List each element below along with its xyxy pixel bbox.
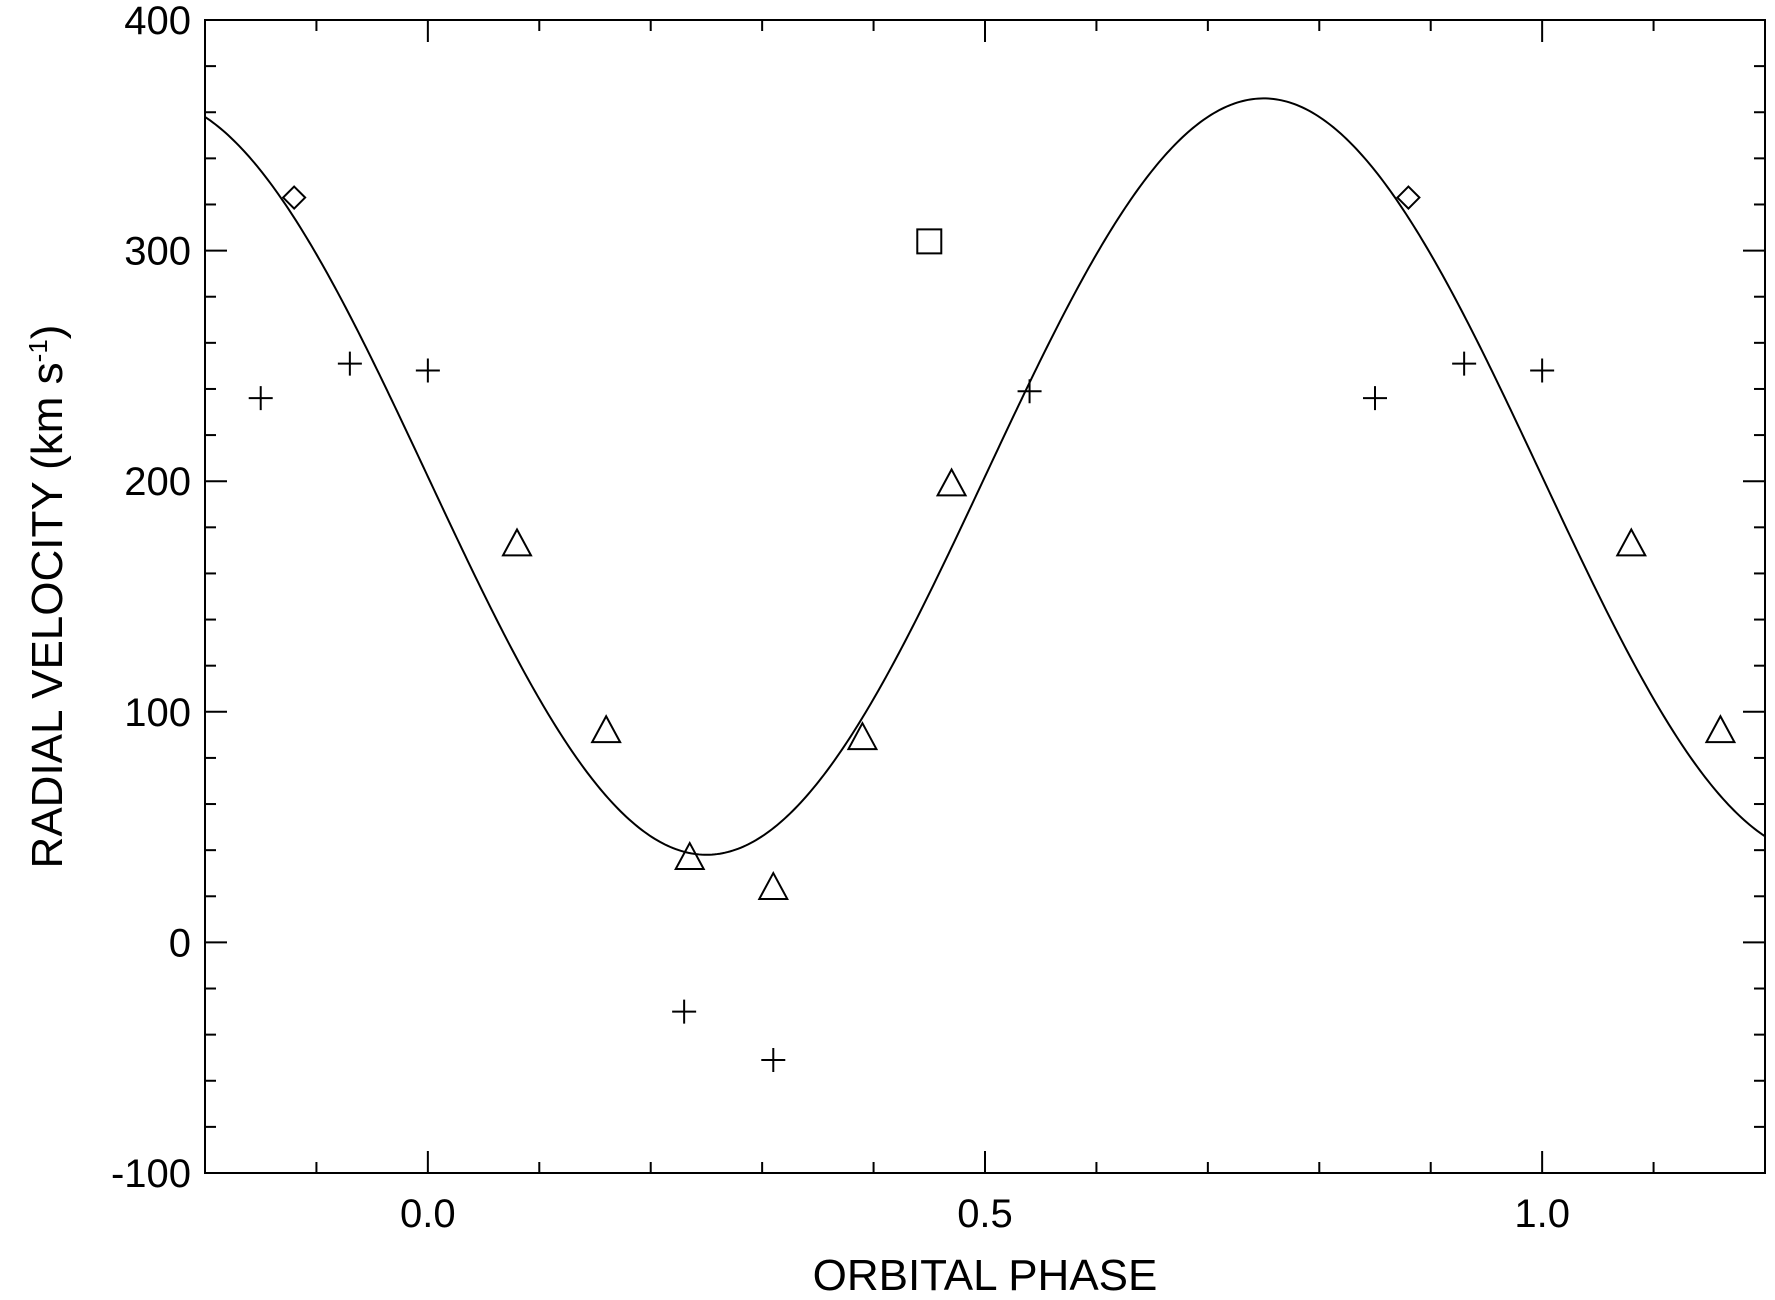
plus-marker xyxy=(672,999,697,1024)
plus-marker xyxy=(1530,358,1555,383)
plus-marker xyxy=(1017,379,1042,404)
x-tick-label: 1.0 xyxy=(1514,1192,1570,1236)
triangle-marker xyxy=(674,840,706,870)
y-axis-title: RADIAL VELOCITY (km s-1) xyxy=(23,325,72,869)
square-marker xyxy=(916,228,943,255)
triangle-marker xyxy=(590,714,622,744)
plus-marker xyxy=(1363,386,1387,411)
plus-marker xyxy=(337,351,362,376)
triangle-marker xyxy=(757,870,789,900)
diamond-marker xyxy=(1396,185,1421,210)
y-axis-title-end: ) xyxy=(23,325,72,340)
y-tick-label: 0 xyxy=(169,921,191,965)
tick-labels: 0.0 0.5 1.0 -100 0 100 200 300 400 xyxy=(111,0,1570,1236)
plus-marker xyxy=(761,1048,786,1073)
plot-frame xyxy=(204,19,1766,1174)
y-axis-title-main: RADIAL VELOCITY (km s xyxy=(23,362,72,868)
axis-ticks xyxy=(204,19,1766,1174)
y-axis-title-superscript: -1 xyxy=(23,339,53,362)
plus-marker xyxy=(248,386,273,411)
plus-marker xyxy=(415,358,440,383)
triangle-marker xyxy=(1704,714,1737,744)
y-tick-label: -100 xyxy=(111,1152,191,1196)
triangle-marker xyxy=(935,467,968,497)
x-tick-label: 0.0 xyxy=(400,1192,456,1236)
data-markers xyxy=(248,185,1737,1073)
y-tick-label: 100 xyxy=(124,691,191,735)
y-tick-label: 400 xyxy=(124,0,191,43)
diamond-marker xyxy=(281,185,307,210)
triangle-marker xyxy=(846,721,879,751)
x-tick-label: 0.5 xyxy=(957,1192,1013,1236)
triangle-marker xyxy=(1615,527,1647,557)
y-tick-label: 300 xyxy=(124,230,191,274)
sine-fit-curve xyxy=(205,97,1765,856)
triangle-marker xyxy=(501,527,533,557)
x-axis-title: ORBITAL PHASE xyxy=(813,1251,1158,1300)
y-tick-label: 200 xyxy=(124,460,191,504)
plus-marker xyxy=(1452,351,1477,376)
